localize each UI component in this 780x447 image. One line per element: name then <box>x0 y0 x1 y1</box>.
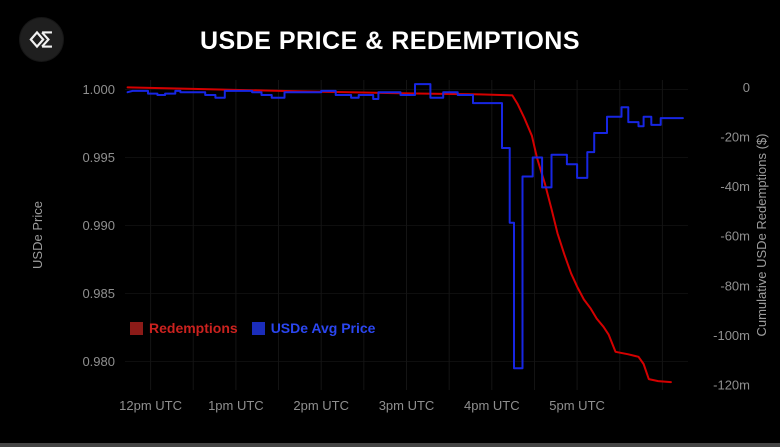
x-axis-tick-label: 1pm UTC <box>208 398 264 413</box>
right-axis-tick-label: -100m <box>713 328 750 343</box>
x-axis-tick-label: 12pm UTC <box>119 398 182 413</box>
left-axis-title: USDe Price <box>30 201 45 269</box>
x-axis-tick-label: 4pm UTC <box>464 398 520 413</box>
page-title: USDE PRICE & REDEMPTIONS <box>199 27 581 55</box>
left-axis-tick-label: 0.985 <box>82 286 115 301</box>
legend-label-usde-avg-price: USDe Avg Price <box>270 320 376 336</box>
right-axis-tick-label: -120m <box>713 378 750 393</box>
usde-avg-price-swatch-icon <box>251 321 265 335</box>
right-axis-tick-label: -20m <box>720 130 750 145</box>
right-axis-tick-label: -60m <box>720 229 750 244</box>
left-axis-tick-label: 0.995 <box>82 150 115 165</box>
left-axis-tick-label: 0.980 <box>82 354 115 369</box>
x-axis-tick-label: 5pm UTC <box>549 398 605 413</box>
x-axis-tick-label: 3pm UTC <box>379 398 435 413</box>
legend-item-redemptions[interactable]: Redemptions <box>130 320 238 336</box>
right-axis-tick-label: -40m <box>720 179 750 194</box>
right-axis-tick-label: -80m <box>720 278 750 293</box>
ethena-logo <box>20 18 63 61</box>
chart-legend: Redemptions USDe Avg Price <box>130 320 375 336</box>
legend-item-usde-avg-price[interactable]: USDe Avg Price <box>251 320 376 336</box>
left-axis-tick-label: 0.990 <box>82 218 115 233</box>
series-line-redemptions <box>126 86 672 384</box>
ethena-sigma-icon <box>29 30 52 49</box>
series-line-usde-avg-price <box>126 83 684 370</box>
redemptions-swatch-icon <box>130 321 143 335</box>
right-axis-tick-label: 0 <box>743 80 750 95</box>
bottom-progress-bar[interactable] <box>0 443 780 447</box>
legend-label-redemptions: Redemptions <box>149 320 238 336</box>
left-axis-tick-label: 1.000 <box>82 82 115 97</box>
x-axis-tick-label: 2pm UTC <box>293 398 349 413</box>
right-axis-title: Cumulative USDe Redemptions ($) <box>754 133 769 336</box>
